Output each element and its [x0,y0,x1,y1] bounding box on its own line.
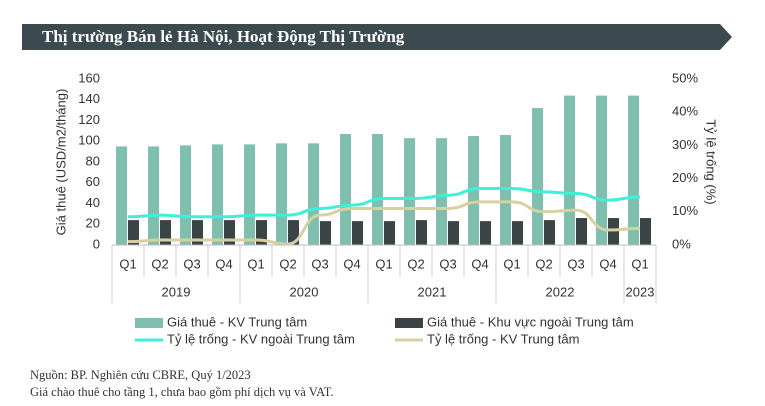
bar [148,146,159,245]
y2-tick-label: 40% [672,104,698,119]
bar [276,143,287,245]
x-tick-label: Q4 [343,256,360,271]
x-tick-label: Q3 [183,256,200,271]
y-tick-label: 100 [78,133,100,148]
bar [340,133,351,245]
bar [352,221,363,245]
bar [596,95,607,245]
x-tick-label: Q1 [503,256,520,271]
year-label: 2019 [162,284,191,299]
bar [608,218,619,245]
year-label: 2022 [546,284,575,299]
title-banner [22,24,732,50]
bar [628,95,639,245]
x-tick-label: Q2 [407,256,424,271]
y-tick-label: 40 [86,195,100,210]
bar [640,218,651,245]
x-tick-label: Q3 [439,256,456,271]
bar [212,144,223,245]
y2-tick-label: 10% [672,203,698,218]
bar [160,220,171,245]
x-tick-label: Q3 [567,256,584,271]
legend-label: Tỷ lệ trống - KV ngoài Trung tâm [167,331,355,346]
bar [416,220,427,245]
x-tick-label: Q2 [535,256,552,271]
bar [576,218,587,245]
x-tick-label: Q1 [119,256,136,271]
legend-label: Giá thuê - KV Trung tâm [167,314,307,329]
year-label: 2021 [418,284,447,299]
y2-tick-label: 0% [672,236,691,251]
bar [532,108,543,245]
series-line [127,200,641,246]
bar [308,143,319,245]
chart-title: Thị trường Bán lẻ Hà Nội, Hoạt Động Thị … [42,27,405,46]
bar [404,138,415,245]
legend-swatch [395,318,423,328]
y-tick-label: 0 [93,236,100,251]
bar [192,220,203,245]
x-tick-label: Q1 [631,256,648,271]
bar [372,133,383,245]
x-tick-label: Q3 [311,256,328,271]
bar [384,221,395,245]
x-tick-label: Q4 [215,256,232,271]
x-tick-label: Q4 [599,256,616,271]
y2-tick-label: 30% [672,137,698,152]
bar [256,220,267,245]
bar [244,144,255,245]
bar [564,95,575,245]
bar [180,145,191,245]
y-tick-label: 120 [78,112,100,127]
y-axis-label: Giá thuê (USD/m2/tháng) [53,89,68,236]
year-label: 2020 [290,284,319,299]
y2-tick-label: 20% [672,170,698,185]
series-line [127,187,641,219]
y-tick-label: 60 [86,174,100,189]
x-tick-label: Q4 [471,256,488,271]
bar [320,221,331,245]
x-tick-label: Q2 [279,256,296,271]
y-tick-label: 160 [78,70,100,85]
y-tick-label: 20 [86,216,100,231]
bar [544,220,555,245]
y-tick-label: 140 [78,91,100,106]
y2-axis-label: Tỷ lệ trống (%) [704,119,719,204]
x-tick-label: Q1 [375,256,392,271]
legend-swatch [135,318,163,328]
y2-tick-label: 50% [672,70,698,85]
x-tick-label: Q2 [151,256,168,271]
bar [436,138,447,245]
year-label: 2023 [626,284,655,299]
bar [448,221,459,245]
bar [224,220,235,245]
bar [512,221,523,245]
bar [128,220,139,245]
legend-label: Tỷ lệ trống - KV Trung tâm [427,331,579,346]
source-note: Nguồn: BP. Nghiên cứu CBRE, Quý 1/2023 [30,368,251,382]
x-tick-label: Q1 [247,256,264,271]
legend-label: Giá thuê - Khu vực ngoài Trung tâm [427,314,634,329]
y-tick-label: 80 [86,153,100,168]
bar [480,221,491,245]
source-note: Giá chào thuê cho tầng 1, chưa bao gồm p… [30,385,334,399]
bar [116,146,127,245]
bar [288,220,299,245]
